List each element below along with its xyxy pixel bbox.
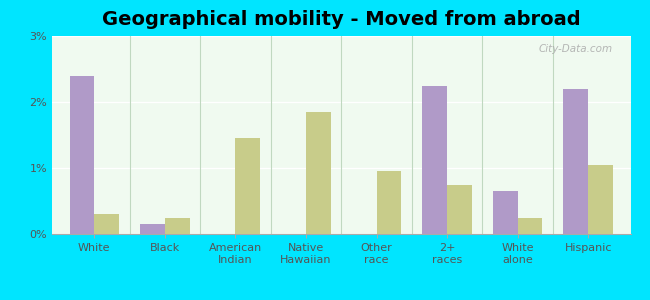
- Bar: [235, 138, 260, 234]
- Bar: [165, 218, 190, 234]
- Bar: [94, 214, 119, 234]
- Bar: [588, 165, 613, 234]
- Bar: [306, 112, 331, 234]
- Bar: [140, 224, 165, 234]
- Bar: [422, 85, 447, 234]
- Bar: [493, 191, 517, 234]
- Text: City-Data.com: City-Data.com: [539, 44, 613, 54]
- Bar: [447, 184, 472, 234]
- Bar: [70, 76, 94, 234]
- Bar: [564, 89, 588, 234]
- Bar: [376, 171, 401, 234]
- Title: Geographical mobility - Moved from abroad: Geographical mobility - Moved from abroa…: [102, 10, 580, 29]
- Bar: [517, 218, 542, 234]
